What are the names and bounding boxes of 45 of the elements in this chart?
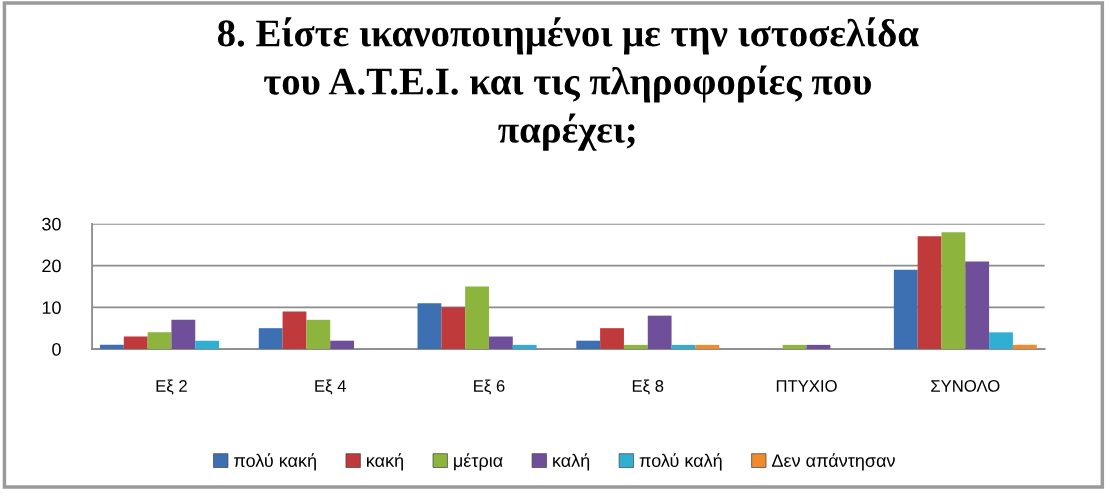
bar [282, 311, 307, 350]
bar [965, 261, 990, 350]
bar [695, 344, 720, 350]
legend-label: πολύ καλή [639, 453, 722, 471]
bar [195, 340, 220, 350]
y-tick-label: 30 [42, 217, 61, 231]
y-tick-label: 10 [42, 301, 61, 315]
bar [989, 332, 1013, 350]
y-tick-label: 0 [52, 342, 61, 356]
bar [306, 319, 331, 350]
bar [671, 344, 696, 350]
chart-title: 8. Είστε ικανοποιημένοι με την ιστοσελίδα του Α.Τ.Ε.Ι. και τις πληροφορίες που παρέχει; [217, 17, 919, 151]
legend-label: μέτρια [454, 453, 503, 471]
bar [330, 340, 355, 350]
bar [917, 236, 942, 350]
bar [1012, 344, 1037, 350]
bar [512, 344, 537, 350]
x-tick-label: ΣΥΝΟΛΟ [931, 380, 1000, 392]
legend-label: καλή [553, 453, 590, 471]
bar [647, 315, 672, 350]
bar [258, 328, 283, 350]
legend-label: Δεν απάντησαν [771, 453, 895, 471]
x-tick-label: Εξ 4 [315, 379, 346, 395]
x-tick-label: ΠΤΥΧΙΟ [776, 380, 837, 392]
bar [941, 232, 966, 350]
x-tick-label: Εξ 8 [632, 379, 664, 395]
bar [441, 307, 466, 350]
bar [576, 340, 601, 350]
x-tick-label: Εξ 6 [474, 379, 505, 395]
bar [147, 332, 172, 350]
bar [123, 336, 148, 350]
bar [171, 319, 196, 350]
bar [806, 344, 831, 350]
bar [99, 344, 124, 350]
bar [600, 328, 624, 350]
bar [893, 269, 918, 350]
bar [417, 303, 442, 350]
bar [488, 336, 513, 350]
y-tick-label: 20 [42, 259, 61, 273]
bar [465, 286, 489, 350]
x-tick-label: Εξ 2 [156, 379, 187, 395]
bar [782, 344, 807, 350]
legend-label: πολύ κακή [234, 453, 316, 471]
bar [623, 344, 648, 350]
legend-label: κακή [367, 453, 403, 471]
